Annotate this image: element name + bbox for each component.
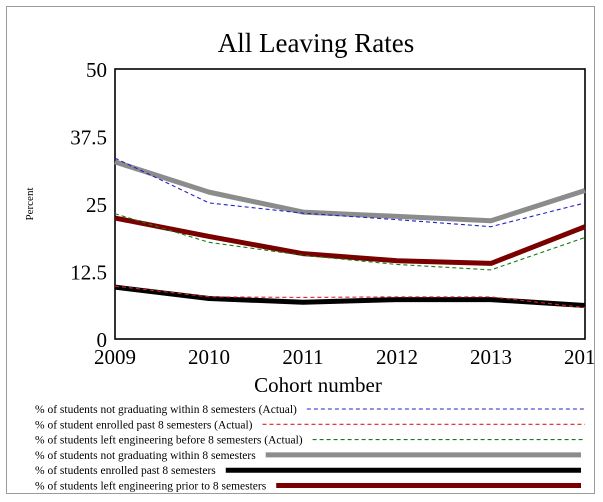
x-tick-label: 2012 (376, 345, 418, 369)
y-tick-label: 25 (86, 193, 107, 217)
x-tick-label: 2011 (282, 345, 323, 369)
x-tick-labels: 2009 2010 2011 2012 2013 2014 (94, 345, 603, 369)
legend-label-3: % of students left engineering before 8 … (35, 435, 303, 447)
series-line-4 (114, 159, 586, 224)
y-tick-labels: 50 37.5 25 12.5 0 (70, 58, 107, 352)
y-tick-label: 12.5 (70, 261, 107, 285)
x-tick-label: 2014 (564, 345, 594, 369)
y-tick-label: 0 (97, 328, 108, 352)
series-lines (114, 157, 586, 309)
x-tick-label: 2013 (470, 345, 512, 369)
y-tick-label: 50 (86, 58, 107, 82)
legend-label-6: % of students left engineering prior to … (35, 481, 267, 493)
chart-frame: All Leaving Rates Percent Cohort number … (6, 6, 603, 494)
legend-label-5: % of students enrolled past 8 semesters (35, 465, 216, 477)
line-chart: All Leaving Rates Percent Cohort number … (24, 28, 603, 493)
series-line-5 (114, 284, 586, 309)
x-tick-label: 2009 (94, 345, 136, 369)
series-line-6 (114, 215, 586, 266)
plot-area (114, 68, 586, 340)
x-axis-label: Cohort number (254, 373, 382, 397)
legend: % of students not graduating within 8 se… (35, 404, 585, 493)
chart-title: All Leaving Rates (218, 28, 414, 58)
series-line-3 (114, 213, 586, 271)
y-axis-label: Percent (24, 188, 36, 221)
series-line-1 (114, 157, 586, 228)
legend-label-1: % of students not graduating within 8 se… (35, 404, 297, 416)
x-tick-label: 2010 (188, 345, 230, 369)
legend-label-4: % of students not graduating within 8 se… (35, 450, 256, 462)
legend-label-2: % of student enrolled past 8 semesters (… (35, 419, 253, 431)
series-line-2 (114, 285, 586, 309)
y-tick-label: 37.5 (70, 126, 107, 150)
